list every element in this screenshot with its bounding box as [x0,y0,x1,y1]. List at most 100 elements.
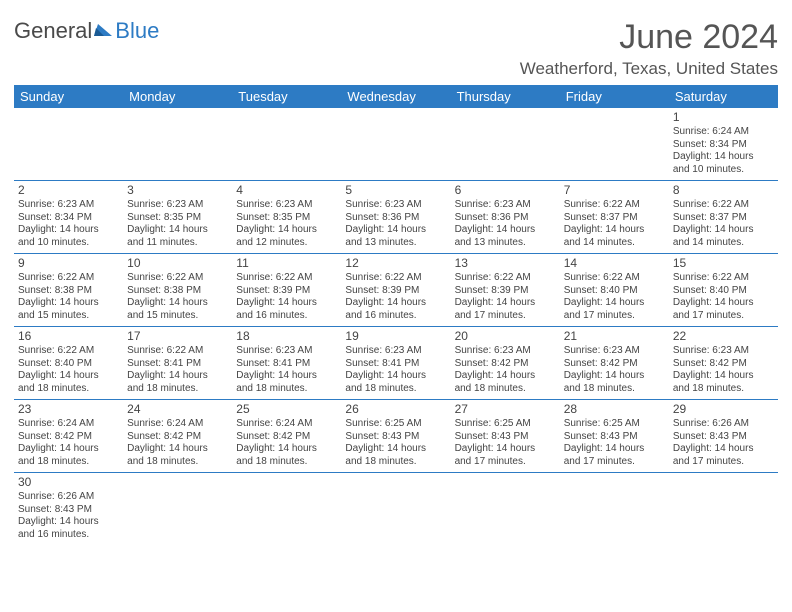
daylight-text-1: Daylight: 14 hours [564,443,665,456]
sunset-text: Sunset: 8:35 PM [127,212,228,225]
calendar-cell: 11Sunrise: 6:22 AMSunset: 8:39 PMDayligh… [232,254,341,327]
day-number: 24 [127,402,228,417]
sunrise-text: Sunrise: 6:24 AM [127,418,228,431]
sunset-text: Sunset: 8:42 PM [18,431,119,444]
sunrise-text: Sunrise: 6:22 AM [345,272,446,285]
day-number: 17 [127,329,228,344]
calendar-cell: 7Sunrise: 6:22 AMSunset: 8:37 PMDaylight… [560,181,669,254]
sunrise-text: Sunrise: 6:23 AM [673,345,774,358]
day-number: 25 [236,402,337,417]
daylight-text-2: and 14 minutes. [564,237,665,250]
day-number: 14 [564,256,665,271]
day-number: 9 [18,256,119,271]
day-number: 23 [18,402,119,417]
calendar-cell: 30Sunrise: 6:26 AMSunset: 8:43 PMDayligh… [14,473,123,546]
daylight-text-2: and 18 minutes. [18,456,119,469]
day-number: 22 [673,329,774,344]
logo-text-1: General [14,18,92,44]
calendar-header-row: SundayMondayTuesdayWednesdayThursdayFrid… [14,85,778,108]
daylight-text-1: Daylight: 14 hours [564,224,665,237]
daylight-text-2: and 18 minutes. [18,383,119,396]
weekday-header: Monday [123,85,232,108]
daylight-text-1: Daylight: 14 hours [564,297,665,310]
day-number: 20 [455,329,556,344]
day-number: 4 [236,183,337,198]
daylight-text-1: Daylight: 14 hours [18,224,119,237]
daylight-text-2: and 10 minutes. [673,164,774,177]
daylight-text-2: and 16 minutes. [236,310,337,323]
daylight-text-2: and 17 minutes. [564,310,665,323]
day-number: 8 [673,183,774,198]
day-number: 3 [127,183,228,198]
calendar-cell: 18Sunrise: 6:23 AMSunset: 8:41 PMDayligh… [232,327,341,400]
daylight-text-2: and 13 minutes. [455,237,556,250]
calendar-cell-empty [451,473,560,546]
logo-text-2: Blue [115,18,159,44]
daylight-text-2: and 14 minutes. [673,237,774,250]
sunset-text: Sunset: 8:43 PM [18,504,119,517]
calendar-cell: 29Sunrise: 6:26 AMSunset: 8:43 PMDayligh… [669,400,778,473]
day-number: 5 [345,183,446,198]
sunset-text: Sunset: 8:43 PM [345,431,446,444]
daylight-text-2: and 18 minutes. [345,383,446,396]
daylight-text-2: and 15 minutes. [18,310,119,323]
weekday-header: Thursday [451,85,560,108]
header: General Blue June 2024 Weatherford, Texa… [14,18,778,79]
sunset-text: Sunset: 8:40 PM [18,358,119,371]
day-number: 19 [345,329,446,344]
sunset-text: Sunset: 8:40 PM [564,285,665,298]
calendar-cell: 12Sunrise: 6:22 AMSunset: 8:39 PMDayligh… [341,254,450,327]
daylight-text-1: Daylight: 14 hours [345,297,446,310]
calendar-cell-empty [232,473,341,546]
title-block: June 2024 Weatherford, Texas, United Sta… [520,18,778,79]
calendar-cell-empty [341,108,450,181]
sunrise-text: Sunrise: 6:24 AM [18,418,119,431]
day-number: 21 [564,329,665,344]
calendar-cell: 21Sunrise: 6:23 AMSunset: 8:42 PMDayligh… [560,327,669,400]
sunset-text: Sunset: 8:43 PM [564,431,665,444]
sunrise-text: Sunrise: 6:23 AM [236,345,337,358]
daylight-text-2: and 10 minutes. [18,237,119,250]
calendar-cell: 9Sunrise: 6:22 AMSunset: 8:38 PMDaylight… [14,254,123,327]
sunset-text: Sunset: 8:39 PM [345,285,446,298]
daylight-text-1: Daylight: 14 hours [236,370,337,383]
daylight-text-2: and 13 minutes. [345,237,446,250]
daylight-text-1: Daylight: 14 hours [673,224,774,237]
sunrise-text: Sunrise: 6:22 AM [127,272,228,285]
location-subtitle: Weatherford, Texas, United States [520,59,778,79]
sunrise-text: Sunrise: 6:24 AM [673,126,774,139]
calendar-cell: 27Sunrise: 6:25 AMSunset: 8:43 PMDayligh… [451,400,560,473]
weekday-header: Wednesday [341,85,450,108]
calendar-cell: 24Sunrise: 6:24 AMSunset: 8:42 PMDayligh… [123,400,232,473]
sunrise-text: Sunrise: 6:25 AM [564,418,665,431]
daylight-text-2: and 17 minutes. [455,456,556,469]
daylight-text-1: Daylight: 14 hours [673,443,774,456]
daylight-text-1: Daylight: 14 hours [455,297,556,310]
daylight-text-2: and 11 minutes. [127,237,228,250]
daylight-text-1: Daylight: 14 hours [345,370,446,383]
day-number: 28 [564,402,665,417]
sunrise-text: Sunrise: 6:23 AM [345,345,446,358]
sunset-text: Sunset: 8:39 PM [236,285,337,298]
day-number: 10 [127,256,228,271]
daylight-text-2: and 17 minutes. [564,456,665,469]
calendar-cell: 20Sunrise: 6:23 AMSunset: 8:42 PMDayligh… [451,327,560,400]
calendar-cell: 14Sunrise: 6:22 AMSunset: 8:40 PMDayligh… [560,254,669,327]
sunrise-text: Sunrise: 6:22 AM [673,272,774,285]
sunset-text: Sunset: 8:35 PM [236,212,337,225]
sunset-text: Sunset: 8:42 PM [673,358,774,371]
daylight-text-2: and 18 minutes. [564,383,665,396]
weekday-header: Tuesday [232,85,341,108]
daylight-text-2: and 18 minutes. [127,456,228,469]
daylight-text-1: Daylight: 14 hours [455,443,556,456]
sunset-text: Sunset: 8:34 PM [673,139,774,152]
sunset-text: Sunset: 8:36 PM [455,212,556,225]
sunset-text: Sunset: 8:42 PM [564,358,665,371]
calendar-cell: 2Sunrise: 6:23 AMSunset: 8:34 PMDaylight… [14,181,123,254]
sunrise-text: Sunrise: 6:23 AM [345,199,446,212]
sunrise-text: Sunrise: 6:22 AM [673,199,774,212]
daylight-text-2: and 18 minutes. [127,383,228,396]
calendar-cell: 28Sunrise: 6:25 AMSunset: 8:43 PMDayligh… [560,400,669,473]
daylight-text-1: Daylight: 14 hours [127,297,228,310]
calendar-cell-empty [560,108,669,181]
